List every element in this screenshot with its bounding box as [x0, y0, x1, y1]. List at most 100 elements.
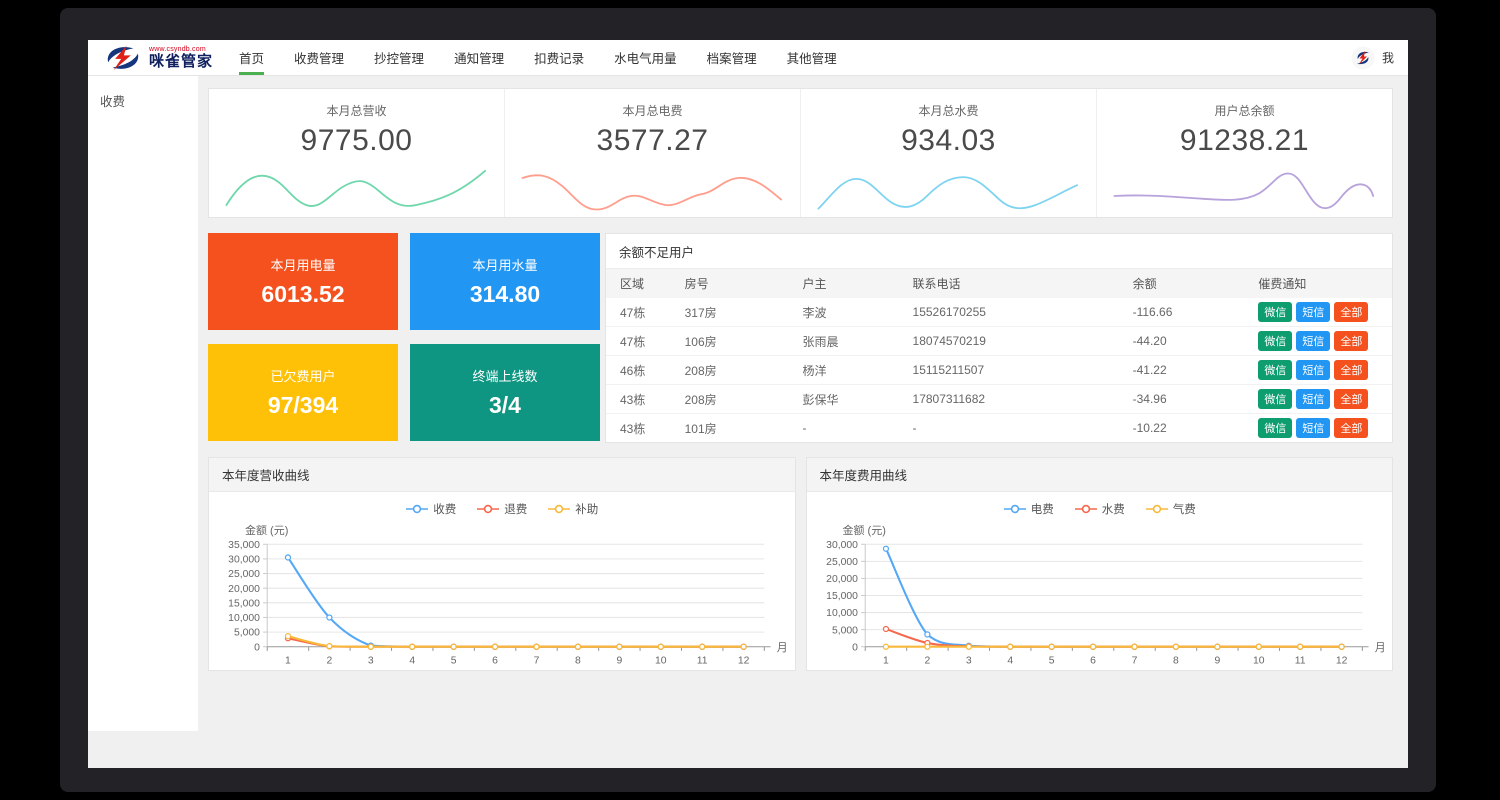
user-menu[interactable]: 我 [1351, 40, 1394, 75]
low-balance-table: 区域 房号 户主 联系电话 余额 催费通知 47栋 317房 李波 15526170255 -11… [606, 269, 1392, 442]
brand-url: www.csyndb.com [149, 46, 206, 53]
notify-wechat-button[interactable]: 微信 [1258, 302, 1293, 322]
svg-text:9: 9 [1214, 655, 1220, 666]
cell-owner: 彭保华 [802, 384, 913, 414]
stat-card-2: 本月总电费 3577.27 [504, 89, 800, 217]
revenue-chart-panel: 本年度营收曲线 收费 退费 补助 金额 (元) 0 5,000 10,000 15,000… [208, 457, 796, 671]
notify-wechat-button[interactable]: 微信 [1258, 389, 1293, 409]
legend-marker-icon [548, 504, 571, 514]
expense-chart-ylabel: 金额 (元) [842, 525, 886, 537]
notify-sms-button[interactable]: 短信 [1296, 331, 1331, 351]
user-menu-label: 我 [1381, 51, 1394, 65]
column-header-5: 余额 [1132, 269, 1259, 298]
metric-tile-label: 本月用水量 [472, 258, 538, 273]
nav-item-2[interactable]: 收费管理 [294, 52, 345, 66]
table-row: 43栋 208房 彭保华 17807311682 -34.96 微信 短信 全部 [606, 384, 1392, 414]
svg-text:20,000: 20,000 [826, 574, 858, 585]
legend-label: 电费 [1030, 504, 1054, 516]
revenue-chart-ylabel: 金额 (元) [245, 525, 289, 537]
low-balance-panel-title: 余额不足用户 [606, 234, 1392, 269]
legend-item-补助[interactable]: 补助 [547, 501, 598, 517]
cell-phone: 17807311682 [912, 384, 1133, 414]
svg-text:3: 3 [965, 655, 971, 666]
notify-all-button[interactable]: 全部 [1334, 360, 1369, 380]
nav-item-1[interactable]: 首页 [239, 40, 265, 75]
cell-balance: -41.22 [1132, 355, 1259, 385]
notify-all-button[interactable]: 全部 [1334, 302, 1369, 322]
notify-wechat-button[interactable]: 微信 [1258, 418, 1293, 438]
stats-panel: 本月总营收 9775.00 本月总电费 3577.27 本月总水费 934.03 用户总余额… [208, 88, 1393, 218]
svg-text:0: 0 [852, 642, 858, 653]
cell-actions: 微信 短信 全部 [1258, 413, 1392, 442]
revenue-chart-title: 本年度营收曲线 [209, 458, 795, 492]
metric-tile-value: 6013.52 [261, 281, 345, 307]
nav-item-4[interactable]: 通知管理 [454, 52, 505, 66]
svg-text:月: 月 [777, 642, 788, 654]
legend-item-水费[interactable]: 水费 [1074, 501, 1125, 517]
svg-text:10: 10 [655, 655, 667, 666]
notify-sms-button[interactable]: 短信 [1296, 302, 1331, 322]
charts-row: 本年度营收曲线 收费 退费 补助 金额 (元) 0 5,000 10,000 1 5,000… [208, 457, 1393, 671]
notify-all-button[interactable]: 全部 [1334, 331, 1369, 351]
cell-owner: 张雨晨 [802, 326, 913, 356]
sidebar-item-fees[interactable]: 收费 [100, 95, 126, 109]
stat-card-4: 用户总余额 91238.21 [1096, 89, 1392, 217]
cell-room: 101房 [684, 413, 803, 442]
revenue-chart-plot: 0 5,000 10,000 15,000 20,000 25,000 30,000 35,0… [228, 540, 788, 667]
cell-owner: - [802, 413, 913, 442]
svg-text:8: 8 [1173, 655, 1179, 666]
notify-sms-button[interactable]: 短信 [1296, 360, 1331, 380]
nav-item-7[interactable]: 档案管理 [706, 52, 757, 66]
notify-wechat-button[interactable]: 微信 [1258, 331, 1293, 351]
metric-tile-label: 已欠费用户 [270, 369, 336, 384]
notify-all-button[interactable]: 全部 [1334, 389, 1369, 409]
metric-tile-value: 3/4 [489, 392, 521, 418]
cell-room: 106房 [684, 326, 803, 356]
cell-balance: -44.20 [1132, 326, 1259, 356]
stat-card-3: 本月总水费 934.03 [800, 89, 1096, 217]
column-header-6: 催费通知 [1258, 269, 1392, 298]
svg-text:7: 7 [534, 655, 540, 666]
svg-text:5: 5 [451, 655, 457, 666]
svg-text:12: 12 [1335, 655, 1347, 666]
nav-item-5[interactable]: 扣费记录 [534, 52, 585, 66]
notify-all-button[interactable]: 全部 [1334, 418, 1369, 438]
legend-item-收费[interactable]: 收费 [405, 501, 456, 517]
cell-actions: 微信 短信 全部 [1258, 355, 1392, 385]
svg-text:4: 4 [1007, 655, 1013, 666]
svg-text:2: 2 [924, 655, 930, 666]
column-header-1: 区域 [606, 269, 685, 298]
svg-text:6: 6 [1090, 655, 1096, 666]
stat-card-value: 3577.27 [596, 124, 709, 157]
svg-text:2: 2 [326, 655, 332, 666]
cell-area: 47栋 [606, 326, 685, 356]
svg-text:10,000: 10,000 [228, 613, 260, 624]
legend-item-退费[interactable]: 退费 [476, 501, 527, 517]
svg-text:1: 1 [285, 655, 291, 666]
metric-tile-4: 终端上线数 3/4 [410, 344, 600, 441]
nav-item-6[interactable]: 水电气用量 [614, 52, 677, 66]
svg-text:4: 4 [409, 655, 415, 666]
nav-item-3[interactable]: 抄控管理 [374, 52, 425, 66]
cell-actions: 微信 短信 全部 [1258, 298, 1392, 327]
notify-sms-button[interactable]: 短信 [1296, 418, 1331, 438]
cell-phone: 15526170255 [912, 298, 1133, 327]
column-header-4: 联系电话 [912, 269, 1133, 298]
svg-text:5,000: 5,000 [831, 625, 857, 636]
table-row: 43栋 101房 - - -10.22 微信 短信 全部 [606, 413, 1392, 442]
cell-owner: 杨洋 [802, 355, 913, 385]
main-nav: 首页 收费管理 抄控管理 通知管理 扣费记录 水电气用量 档案管理 其他管理 [239, 40, 837, 75]
cell-area: 47栋 [606, 298, 685, 327]
brand-logo[interactable]: www.csyndb.com 咪雀管家 [102, 40, 213, 75]
nav-item-8[interactable]: 其他管理 [786, 52, 837, 66]
metric-tile-value: 97/394 [267, 392, 339, 418]
svg-text:5,000: 5,000 [234, 628, 260, 639]
brand-text: www.csyndb.com 咪雀管家 [149, 46, 213, 69]
notify-sms-button[interactable]: 短信 [1296, 389, 1331, 409]
legend-item-气费[interactable]: 气费 [1145, 501, 1196, 517]
legend-item-电费[interactable]: 电费 [1003, 501, 1054, 517]
table-row: 47栋 106房 张雨晨 18074570219 -44.20 微信 短信 全部 [606, 326, 1392, 356]
metric-tile-2: 本月用水量 314.80 [410, 233, 600, 330]
cell-phone: - [912, 413, 1133, 442]
notify-wechat-button[interactable]: 微信 [1258, 360, 1293, 380]
